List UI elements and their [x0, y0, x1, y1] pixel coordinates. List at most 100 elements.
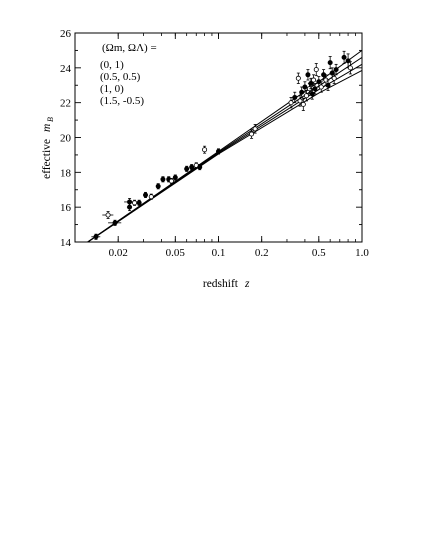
- data-point: [341, 50, 347, 64]
- data-marker: [299, 89, 305, 95]
- legend-entry-1: (0, 1): [100, 59, 124, 71]
- data-point: [305, 69, 311, 81]
- data-marker: [318, 84, 324, 90]
- data-marker: [300, 101, 306, 107]
- data-point: [295, 72, 301, 84]
- data-marker: [189, 164, 195, 170]
- legend: (Ωm, ΩΛ) = (0, 1) (0.5, 0.5) (1, 0) (1.5…: [100, 42, 157, 107]
- x-tick-label: 0.02: [109, 247, 128, 259]
- data-marker: [160, 176, 166, 182]
- data-marker: [288, 100, 294, 106]
- data-point: [303, 90, 309, 102]
- data-point: [302, 81, 308, 93]
- data-point: [333, 63, 339, 76]
- data-marker: [184, 166, 190, 172]
- data-marker: [249, 131, 255, 137]
- data-marker: [303, 93, 309, 99]
- data-marker: [136, 200, 142, 206]
- data-marker: [327, 60, 333, 66]
- data-point: [143, 191, 149, 198]
- data-marker: [347, 65, 353, 71]
- data-marker: [295, 75, 301, 81]
- data-marker: [313, 67, 319, 73]
- legend-header: (Ωm, ΩΛ) =: [102, 42, 157, 54]
- data-point: [155, 183, 161, 190]
- data-point: [252, 124, 258, 134]
- data-marker: [132, 200, 138, 206]
- y-tick-label: 16: [60, 202, 72, 214]
- data-point: [108, 219, 122, 226]
- data-marker: [331, 75, 337, 81]
- data-point: [347, 61, 353, 75]
- data-point: [215, 148, 221, 155]
- model-curve-4: [87, 69, 362, 242]
- data-point: [136, 199, 142, 206]
- y-axis-symbol: m: [41, 124, 53, 132]
- data-point: [325, 79, 331, 91]
- y-tick-label: 26: [60, 28, 72, 40]
- data-point: [316, 76, 322, 88]
- data-marker: [333, 67, 339, 73]
- data-point: [197, 164, 203, 171]
- data-marker: [297, 98, 303, 104]
- data-point: [318, 81, 324, 93]
- data-point: [184, 165, 190, 172]
- data-marker: [305, 72, 311, 78]
- data-marker: [172, 175, 178, 181]
- y-tick-label: 18: [60, 167, 72, 179]
- data-marker: [105, 212, 111, 218]
- series-lines: [86, 49, 362, 242]
- data-marker: [202, 147, 208, 153]
- data-point: [327, 56, 333, 70]
- data-point: [331, 72, 337, 84]
- data-point: [172, 174, 178, 181]
- data-marker: [127, 199, 133, 205]
- data-point: [148, 193, 154, 200]
- data-point: [313, 63, 319, 77]
- data-point: [288, 97, 294, 109]
- data-point: [91, 233, 101, 240]
- x-tick-label: 0.2: [255, 247, 269, 259]
- data-point: [202, 145, 208, 154]
- data-point: [300, 97, 306, 111]
- data-marker: [302, 84, 308, 90]
- y-axis-ticks: 14 16 18 20 22 24 26: [60, 28, 362, 249]
- data-marker: [312, 86, 318, 92]
- data-marker: [345, 58, 351, 64]
- data-marker: [143, 192, 149, 198]
- data-marker: [148, 194, 154, 200]
- data-marker: [311, 77, 317, 83]
- data-marker: [168, 178, 174, 184]
- data-point: [249, 129, 255, 139]
- data-point: [102, 211, 114, 219]
- x-axis-ticks: 0.02 0.05 0.1 0.2 0.5 1.0: [109, 33, 369, 259]
- data-marker: [215, 148, 221, 154]
- data-marker: [308, 81, 314, 87]
- data-marker: [197, 164, 203, 170]
- y-axis-title-group: effective m B: [41, 117, 55, 179]
- legend-entry-2: (0.5, 0.5): [100, 71, 141, 83]
- data-marker: [341, 54, 347, 60]
- data-point: [168, 178, 174, 185]
- data-point: [189, 164, 195, 171]
- x-tick-label: 1.0: [355, 247, 369, 259]
- data-point: [297, 95, 303, 107]
- data-point: [312, 83, 318, 95]
- y-tick-label: 24: [60, 63, 72, 75]
- data-marker: [93, 234, 99, 240]
- x-axis-symbol: z: [244, 278, 250, 290]
- y-tick-label: 20: [60, 133, 72, 145]
- x-axis-title: redshift: [203, 278, 239, 290]
- y-tick-label: 14: [60, 237, 72, 249]
- data-points: [91, 50, 353, 240]
- x-tick-label: 0.5: [312, 247, 326, 259]
- data-marker: [292, 94, 298, 100]
- data-point: [345, 53, 351, 69]
- y-tick-label: 22: [60, 98, 71, 110]
- data-point: [160, 176, 166, 183]
- data-marker: [325, 82, 331, 88]
- y-axis-title: effective: [41, 139, 53, 179]
- data-point: [292, 91, 298, 104]
